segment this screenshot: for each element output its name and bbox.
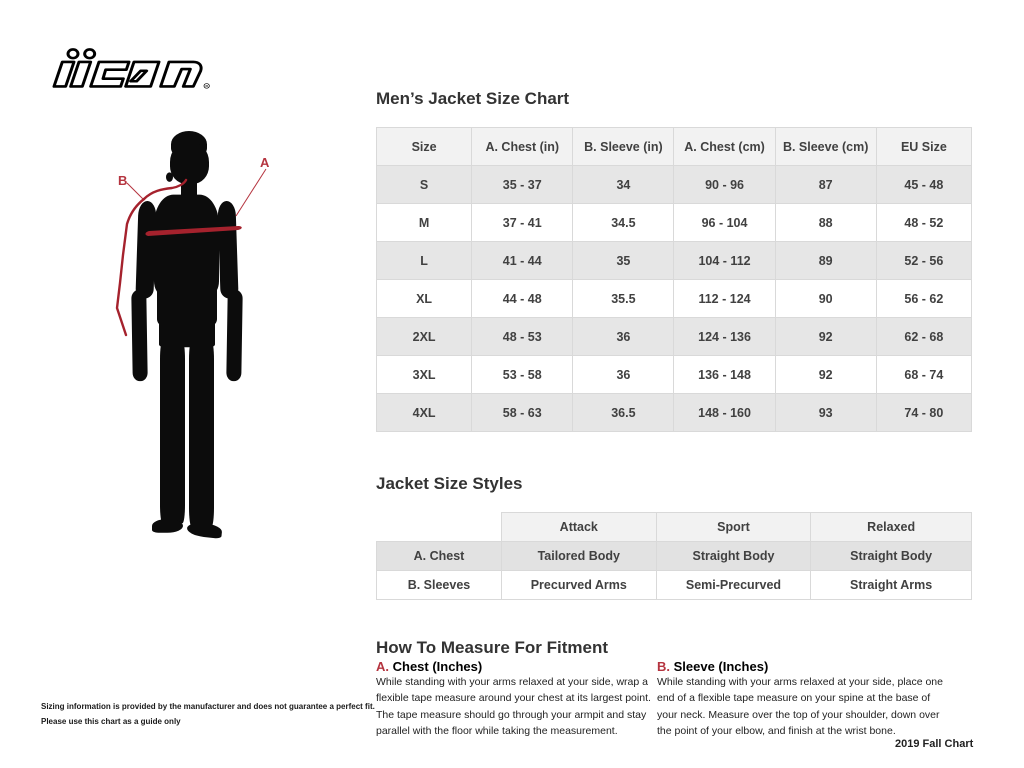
svg-text:R: R: [205, 84, 208, 88]
